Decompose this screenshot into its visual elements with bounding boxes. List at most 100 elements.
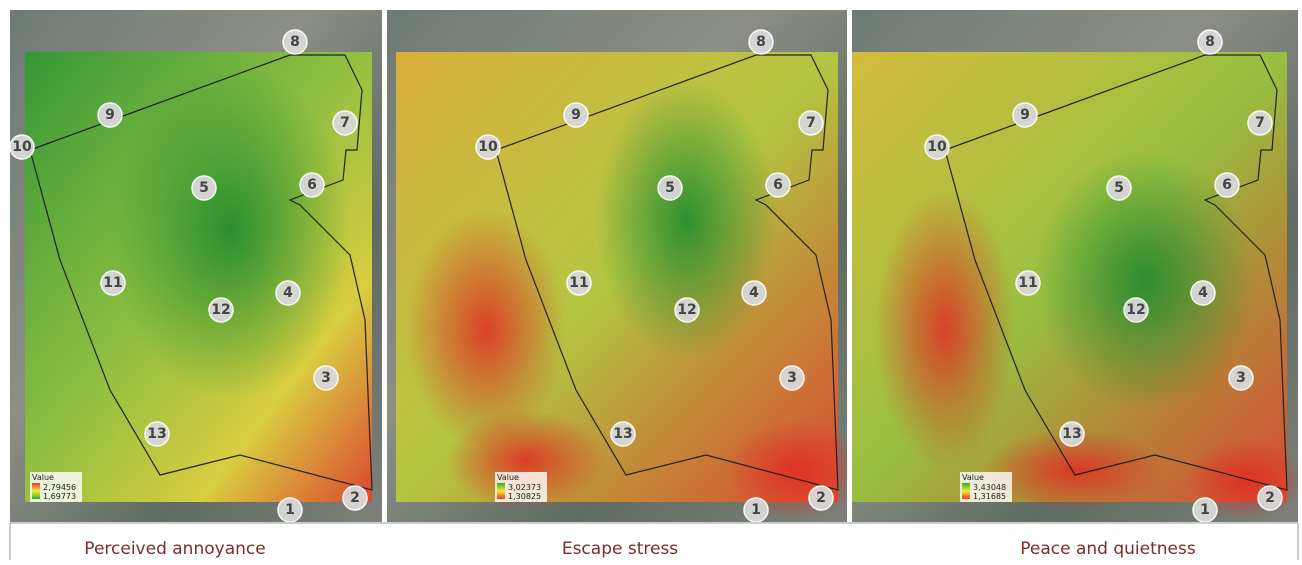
- location-marker: [332, 110, 358, 136]
- location-marker: [1015, 270, 1041, 296]
- heat-spot: [446, 410, 606, 510]
- location-marker: [10, 134, 35, 160]
- marker-label: 2: [816, 490, 826, 506]
- marker-label: 12: [677, 302, 696, 318]
- marker-label: 11: [569, 275, 588, 291]
- location-marker: [1123, 297, 1149, 323]
- location-marker: [1257, 485, 1283, 511]
- marker-label: 10: [478, 139, 498, 155]
- marker-label: 10: [12, 139, 32, 155]
- location-marker: [924, 134, 950, 160]
- legend-min: 1,30825: [508, 492, 541, 501]
- marker-label: 5: [1114, 180, 1124, 196]
- location-marker: [798, 110, 824, 136]
- study-area-outline: [29, 54, 373, 491]
- location-marker: [97, 102, 123, 128]
- location-marker: [1197, 29, 1223, 55]
- location-marker: [1247, 110, 1273, 136]
- marker-label: 6: [307, 177, 317, 193]
- legend-title: Value: [962, 473, 984, 482]
- marker-label: 7: [340, 115, 350, 131]
- location-marker: [208, 297, 234, 323]
- location-marker: [1228, 365, 1254, 391]
- location-marker: [1192, 497, 1218, 522]
- marker-label: 6: [773, 177, 783, 193]
- marker-label: 3: [321, 370, 331, 386]
- location-marker: [779, 365, 805, 391]
- marker-label: 9: [1020, 107, 1030, 123]
- study-area-outline: [495, 54, 839, 491]
- location-marker: [313, 365, 339, 391]
- marker-label: 13: [613, 426, 632, 442]
- location-marker: [1106, 175, 1132, 201]
- legend-title: Value: [32, 473, 54, 482]
- location-marker: [743, 497, 769, 522]
- marker-label: 13: [147, 426, 166, 442]
- heat-spot: [596, 80, 776, 360]
- legend-min: 1,69773: [43, 492, 76, 501]
- location-marker: [191, 175, 217, 201]
- marker-label: 1: [285, 502, 295, 518]
- marker-label: 8: [756, 34, 766, 50]
- marker-label: 7: [806, 115, 816, 131]
- marker-label: 5: [199, 180, 209, 196]
- location-marker: [100, 270, 126, 296]
- location-marker: [1059, 421, 1085, 447]
- heat-spot: [1035, 150, 1255, 410]
- location-marker: [282, 29, 308, 55]
- marker-label: 9: [105, 107, 115, 123]
- marker-label: 4: [749, 285, 759, 301]
- legend-title: Value: [497, 473, 519, 482]
- legend-max: 2,79456: [43, 483, 76, 492]
- marker-label: 3: [1236, 370, 1246, 386]
- legend-swatch: [497, 483, 505, 499]
- legend-swatch: [32, 483, 40, 499]
- marker-label: 7: [1255, 115, 1265, 131]
- location-marker: [342, 485, 368, 511]
- marker-label: 12: [211, 302, 230, 318]
- location-marker: [563, 102, 589, 128]
- marker-label: 1: [751, 502, 761, 518]
- marker-label: 8: [290, 34, 300, 50]
- location-marker: [277, 497, 303, 522]
- location-marker: [299, 172, 325, 198]
- location-marker: [275, 280, 301, 306]
- location-marker: [1214, 172, 1240, 198]
- marker-label: 8: [1205, 34, 1215, 50]
- heat-spot: [110, 60, 350, 400]
- marker-label: 1: [1200, 502, 1210, 518]
- legend-swatch: [962, 483, 970, 499]
- location-marker: [144, 421, 170, 447]
- marker-label: 13: [1062, 426, 1081, 442]
- marker-label: 10: [927, 139, 947, 155]
- location-marker: [475, 134, 501, 160]
- marker-label: 11: [103, 275, 122, 291]
- location-marker: [566, 270, 592, 296]
- location-marker: [610, 421, 636, 447]
- location-marker: [765, 172, 791, 198]
- marker-label: 2: [350, 490, 360, 506]
- legend-max: 3,02373: [508, 483, 541, 492]
- marker-label: 2: [1265, 490, 1275, 506]
- marker-label: 12: [1126, 302, 1145, 318]
- panel-caption: Perceived annoyance: [84, 539, 265, 559]
- location-marker: [674, 297, 700, 323]
- marker-label: 6: [1222, 177, 1232, 193]
- location-marker: [1012, 102, 1038, 128]
- marker-label: 5: [665, 180, 675, 196]
- legend-min: 1,31685: [973, 492, 1006, 501]
- marker-label: 3: [787, 370, 797, 386]
- location-marker: [741, 280, 767, 306]
- panel-caption: Peace and quietness: [1020, 539, 1196, 559]
- panel-caption: Escape stress: [562, 539, 678, 559]
- legend-max: 3,43048: [973, 483, 1006, 492]
- marker-label: 4: [1198, 285, 1208, 301]
- heat-spot: [406, 210, 566, 450]
